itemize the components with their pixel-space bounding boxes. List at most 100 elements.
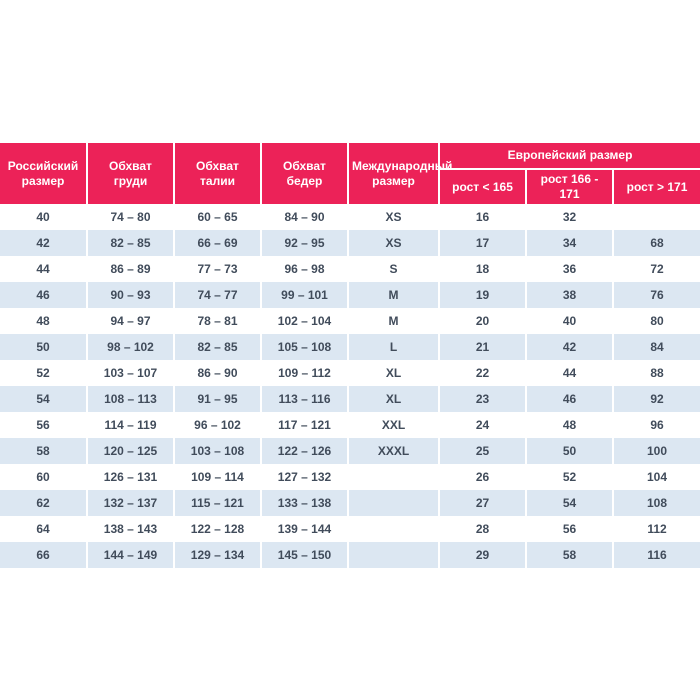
table-cell: 27 xyxy=(439,490,527,516)
table-cell: S xyxy=(348,256,440,282)
table-cell: 88 xyxy=(613,360,700,386)
table-cell: 116 xyxy=(613,542,700,568)
table-cell: 29 xyxy=(439,542,527,568)
table-cell: 48 xyxy=(0,308,88,334)
col-header-hips: Обхват бедер xyxy=(261,143,349,204)
table-cell: 60 xyxy=(0,464,88,490)
table-cell: 90 – 93 xyxy=(87,282,175,308)
table-cell: 91 – 95 xyxy=(174,386,262,412)
table-cell: 26 xyxy=(439,464,527,490)
header-row-main: Российский размер Обхват груди Обхват та… xyxy=(0,143,700,204)
table-cell: 94 – 97 xyxy=(87,308,175,334)
table-cell: 92 – 95 xyxy=(261,230,349,256)
table-cell: 74 – 80 xyxy=(87,204,175,230)
table-cell: 103 – 107 xyxy=(87,360,175,386)
table-cell: 129 – 134 xyxy=(174,542,262,568)
table-cell: 139 – 144 xyxy=(261,516,349,542)
table-cell: 115 – 121 xyxy=(174,490,262,516)
col-header-waist: Обхват талии xyxy=(174,143,262,204)
table-cell: 52 xyxy=(0,360,88,386)
table-cell: 103 – 108 xyxy=(174,438,262,464)
table-cell: 20 xyxy=(439,308,527,334)
table-cell: 28 xyxy=(439,516,527,542)
table-cell: 72 xyxy=(613,256,700,282)
table-cell: 96 – 102 xyxy=(174,412,262,438)
table-row: 54 108 – 113 91 – 95 113 – 116 XL 23 46 92 xyxy=(0,386,700,412)
table-cell: 96 – 98 xyxy=(261,256,349,282)
table-cell: 48 xyxy=(526,412,614,438)
table-cell: 52 xyxy=(526,464,614,490)
table-cell: XXXL xyxy=(348,438,440,464)
table-body: 40 74 – 80 60 – 65 84 – 90 XS 16 32 42 82 – 85 66… xyxy=(0,204,700,568)
table-cell: 44 xyxy=(0,256,88,282)
table-cell: XS xyxy=(348,230,440,256)
table-cell: XL xyxy=(348,360,440,386)
table-cell: 92 xyxy=(613,386,700,412)
table-cell: XL xyxy=(348,386,440,412)
table-cell: 78 – 81 xyxy=(174,308,262,334)
table-row: 40 74 – 80 60 – 65 84 – 90 XS 16 32 xyxy=(0,204,700,230)
table-cell: 22 xyxy=(439,360,527,386)
table-cell: 42 xyxy=(526,334,614,360)
table-row: 64 138 – 143 122 – 128 139 – 144 28 56 112 xyxy=(0,516,700,542)
table-cell: M xyxy=(348,282,440,308)
table-cell: 24 xyxy=(439,412,527,438)
table-cell: 54 xyxy=(0,386,88,412)
table-cell: 23 xyxy=(439,386,527,412)
table-cell: 122 – 126 xyxy=(261,438,349,464)
table-cell: 46 xyxy=(0,282,88,308)
table-cell: 84 – 90 xyxy=(261,204,349,230)
table-cell: 105 – 108 xyxy=(261,334,349,360)
table-cell: 40 xyxy=(0,204,88,230)
table-cell: 18 xyxy=(439,256,527,282)
table-cell: 56 xyxy=(526,516,614,542)
table-cell: M xyxy=(348,308,440,334)
table-cell: XS xyxy=(348,204,440,230)
table-cell: 66 – 69 xyxy=(174,230,262,256)
col-header-height-gt-171: рост > 171 xyxy=(613,169,700,204)
table-cell: 99 – 101 xyxy=(261,282,349,308)
table-cell: 113 – 116 xyxy=(261,386,349,412)
table-cell: 98 – 102 xyxy=(87,334,175,360)
table-cell: 58 xyxy=(0,438,88,464)
table-row: 60 126 – 131 109 – 114 127 – 132 26 52 104 xyxy=(0,464,700,490)
table-cell: 104 xyxy=(613,464,700,490)
col-header-european-size-group: Европейский размер xyxy=(439,143,700,170)
table-cell: 58 xyxy=(526,542,614,568)
table-cell: XXL xyxy=(348,412,440,438)
table-cell: 38 xyxy=(526,282,614,308)
table-cell: 117 – 121 xyxy=(261,412,349,438)
table-row: 52 103 – 107 86 – 90 109 – 112 XL 22 44 88 xyxy=(0,360,700,386)
table-cell: 74 – 77 xyxy=(174,282,262,308)
table-cell: 66 xyxy=(0,542,88,568)
table-cell: 46 xyxy=(526,386,614,412)
table-cell: 32 xyxy=(526,204,614,230)
header-row-sub: рост < 165 рост 166 - 171 рост > 171 xyxy=(0,169,700,204)
table-cell: L xyxy=(348,334,440,360)
table-cell: 76 xyxy=(613,282,700,308)
table-cell: 60 – 65 xyxy=(174,204,262,230)
table-cell xyxy=(348,516,440,542)
table-cell: 84 xyxy=(613,334,700,360)
table-cell: 120 – 125 xyxy=(87,438,175,464)
col-header-international-size: Международный размер xyxy=(348,143,452,204)
table-cell: 108 – 113 xyxy=(87,386,175,412)
table-cell: 50 xyxy=(0,334,88,360)
col-header-height-166-171: рост 166 - 171 xyxy=(526,169,614,204)
table-cell: 36 xyxy=(526,256,614,282)
table-cell: 138 – 143 xyxy=(87,516,175,542)
table-row: 50 98 – 102 82 – 85 105 – 108 L 21 42 84 xyxy=(0,334,700,360)
table-cell xyxy=(348,490,440,516)
table-cell: 50 xyxy=(526,438,614,464)
table-cell: 108 xyxy=(613,490,700,516)
table-cell: 82 – 85 xyxy=(174,334,262,360)
table-cell: 82 – 85 xyxy=(87,230,175,256)
table-cell: 102 – 104 xyxy=(261,308,349,334)
table-cell: 64 xyxy=(0,516,88,542)
table-cell: 126 – 131 xyxy=(87,464,175,490)
size-chart: Российский размер Обхват груди Обхват та… xyxy=(0,143,700,568)
table-row: 56 114 – 119 96 – 102 117 – 121 XXL 24 48 96 xyxy=(0,412,700,438)
table-cell xyxy=(348,464,440,490)
size-chart-table: Российский размер Обхват груди Обхват та… xyxy=(0,143,700,568)
